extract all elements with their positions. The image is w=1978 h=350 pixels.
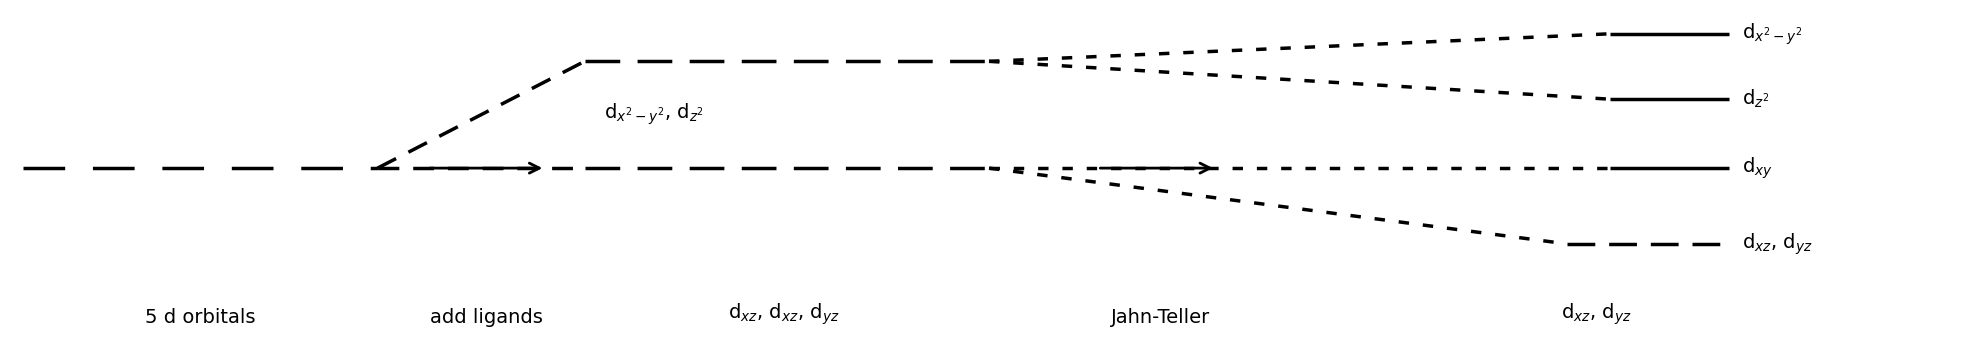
Text: Jahn-Teller: Jahn-Teller — [1112, 308, 1211, 327]
Text: $\mathrm{d}_{xz}$, $\mathrm{d}_{xz}$, $\mathrm{d}_{yz}$: $\mathrm{d}_{xz}$, $\mathrm{d}_{xz}$, $\… — [728, 301, 839, 327]
Text: $\mathrm{d}_{xz}$, $\mathrm{d}_{yz}$: $\mathrm{d}_{xz}$, $\mathrm{d}_{yz}$ — [1743, 231, 1814, 257]
Text: add ligands: add ligands — [429, 308, 542, 327]
Text: $\mathrm{d}_{z^2}$: $\mathrm{d}_{z^2}$ — [1743, 88, 1770, 110]
Text: $\mathrm{d}_{xy}$: $\mathrm{d}_{xy}$ — [1743, 155, 1774, 181]
Text: $\mathrm{d}_{xz}$, $\mathrm{d}_{yz}$: $\mathrm{d}_{xz}$, $\mathrm{d}_{yz}$ — [1561, 301, 1632, 327]
Text: $\mathrm{d}_{x^2-y^2}$: $\mathrm{d}_{x^2-y^2}$ — [1743, 21, 1802, 47]
Text: 5 d orbitals: 5 d orbitals — [144, 308, 255, 327]
Text: $\mathrm{d}_{x^2-y^2}$, $\mathrm{d}_{z^2}$: $\mathrm{d}_{x^2-y^2}$, $\mathrm{d}_{z^2… — [605, 101, 704, 127]
